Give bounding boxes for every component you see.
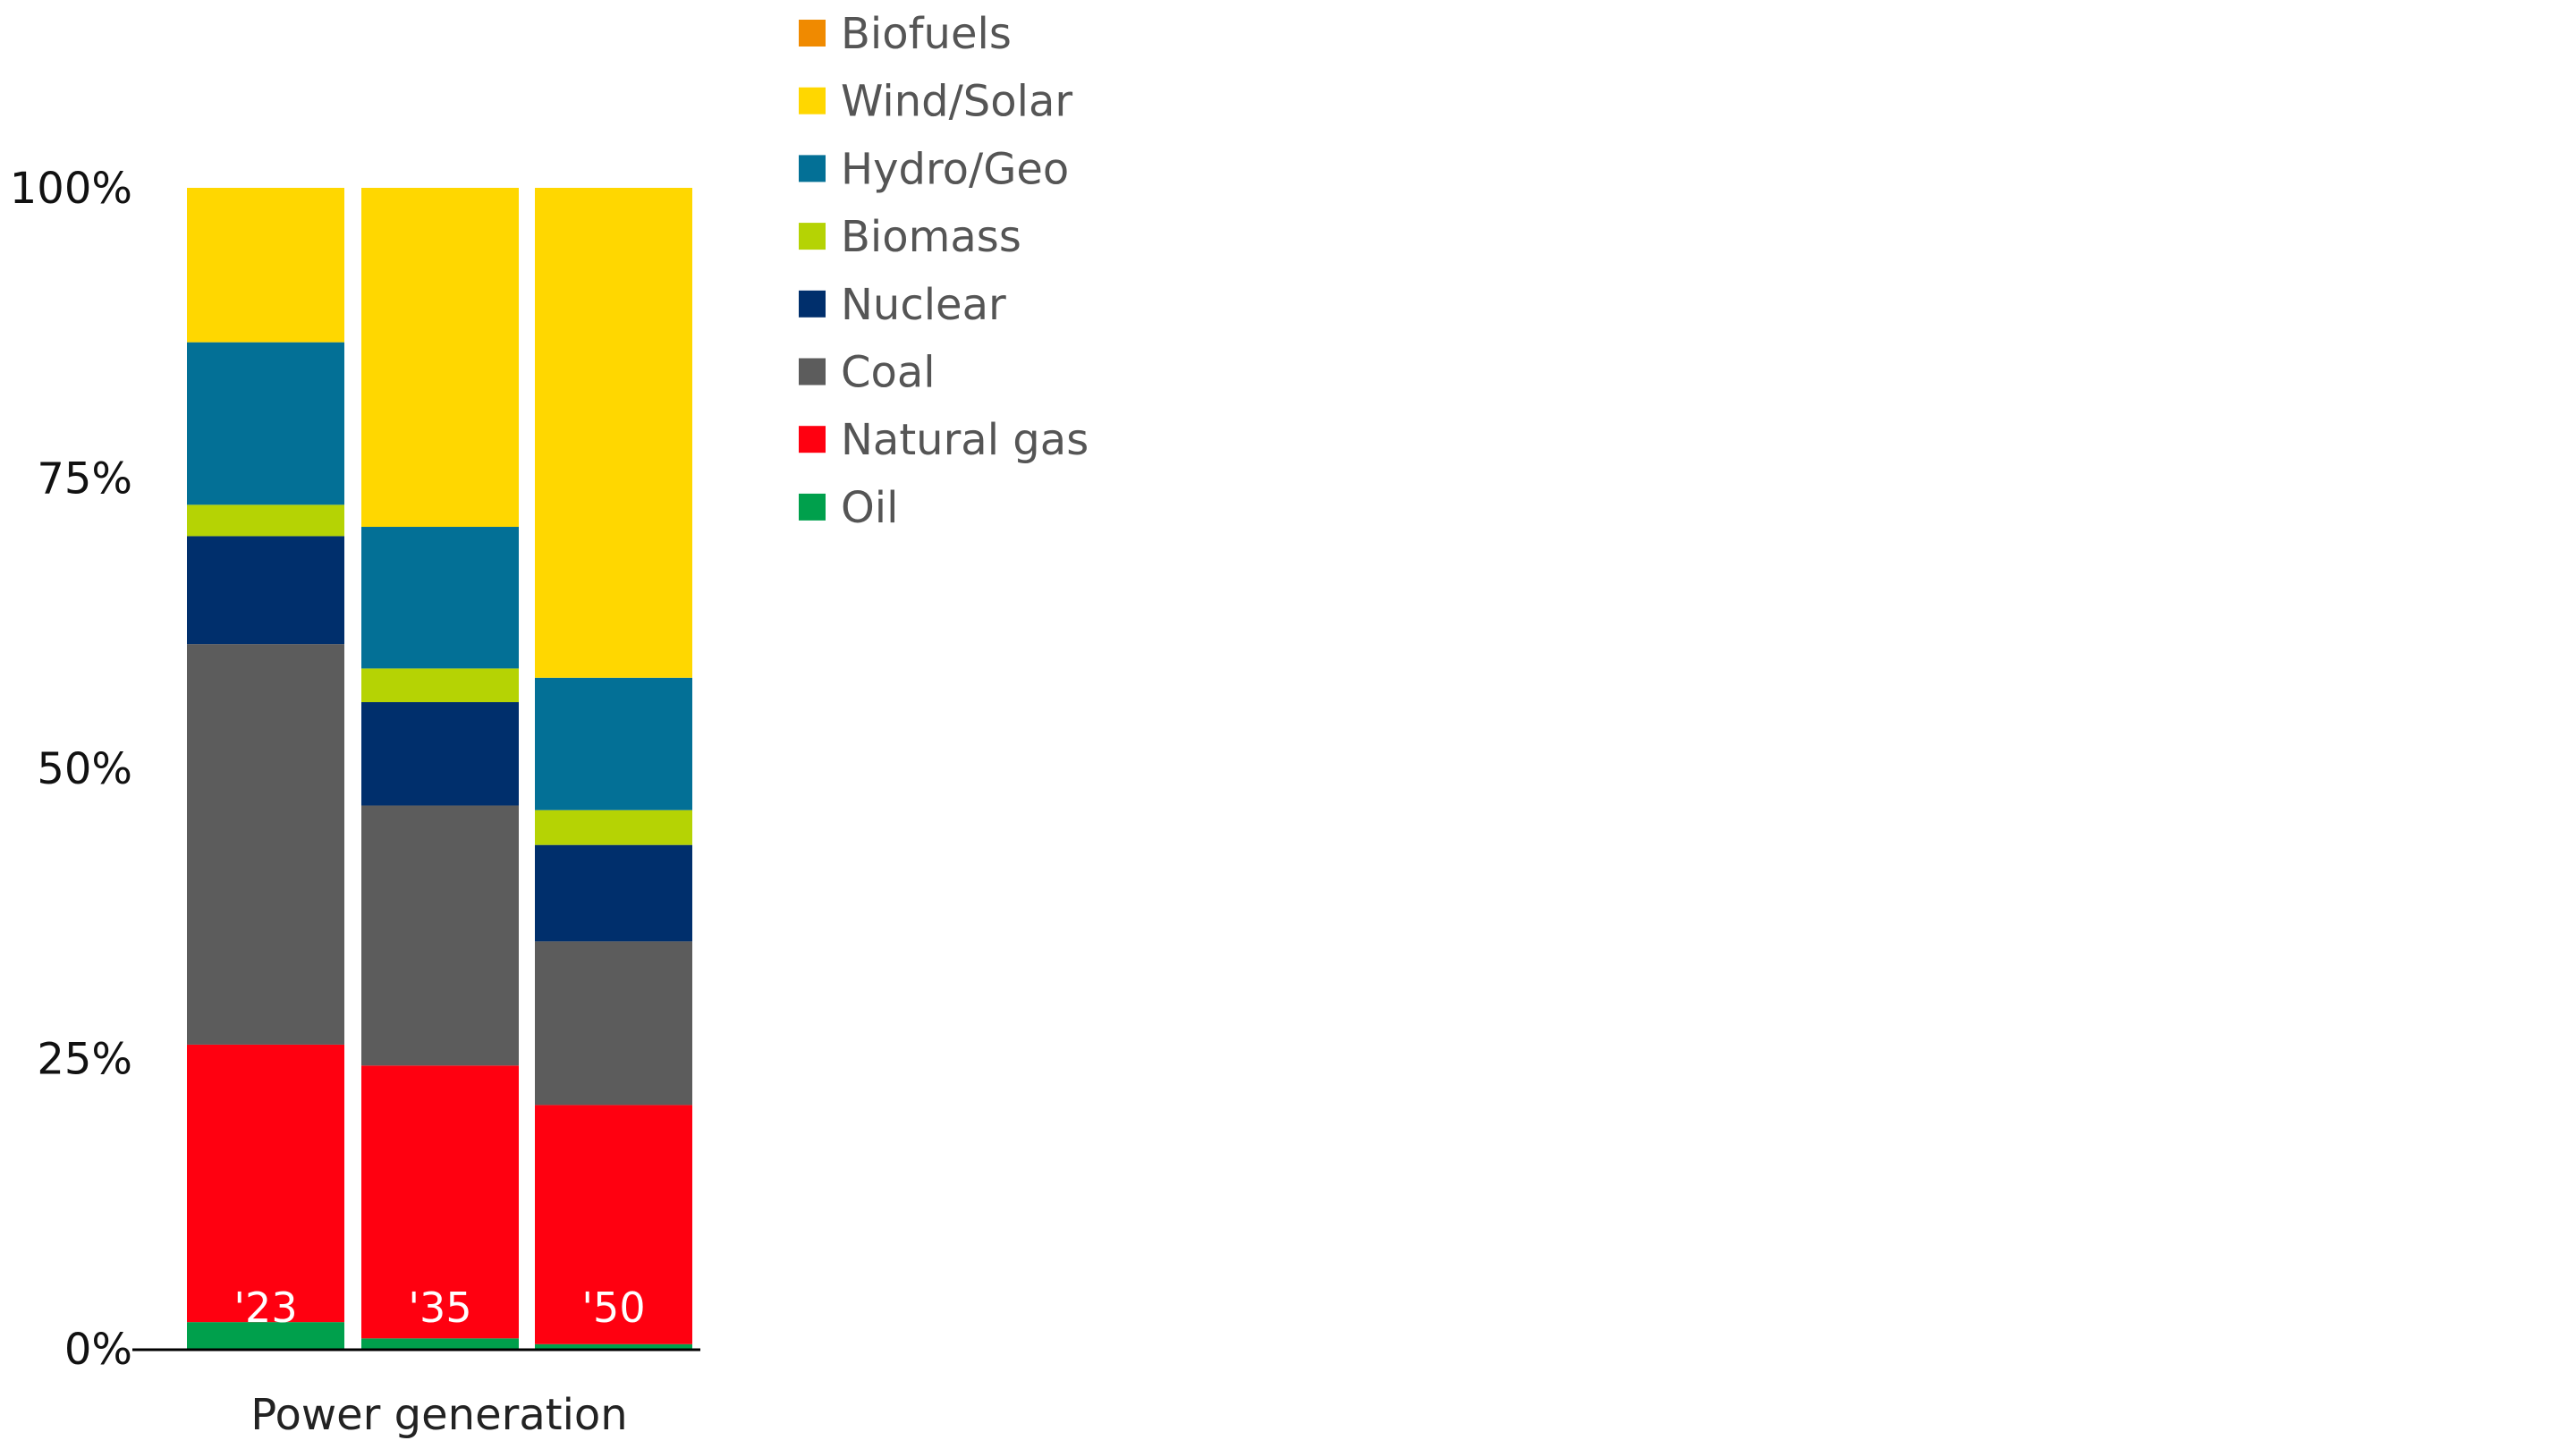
bar-segment-natural-gas-1 <box>361 1065 519 1339</box>
bar-segment-hydro-geo-1 <box>361 527 519 669</box>
category-label: '23 <box>233 1284 297 1332</box>
bar-segment-nuclear-0 <box>187 536 344 645</box>
y-tick-label: 25% <box>37 1035 132 1085</box>
bar-segment-biomass-2 <box>535 809 692 845</box>
legend-label: Biomass <box>841 212 1021 262</box>
bar-segment-oil-2 <box>535 1343 692 1349</box>
legend-swatch <box>799 358 826 386</box>
bar-segment-oil-1 <box>361 1338 519 1349</box>
legend-swatch <box>799 493 826 521</box>
bar-segment-natural-gas-2 <box>535 1105 692 1344</box>
category-labels: '23 '35 '50 <box>233 1284 645 1332</box>
legend-label: Nuclear <box>841 280 1006 330</box>
legend-swatch <box>799 87 826 114</box>
category-label: '35 <box>408 1284 471 1332</box>
category-label: '50 <box>581 1284 645 1332</box>
legend-label: Coal <box>841 348 936 398</box>
y-tick-label: 100% <box>10 164 132 214</box>
bar-segment-natural-gas-0 <box>187 1044 344 1323</box>
y-tick-label: 50% <box>37 744 132 794</box>
legend-swatch <box>799 155 826 182</box>
bar-segment-biomass-1 <box>361 668 519 703</box>
y-tick-label: 0% <box>64 1325 132 1375</box>
bar-segment-wind-solar-2 <box>535 188 692 678</box>
legend-label: Wind/Solar <box>841 77 1072 127</box>
legend-label: Oil <box>841 483 898 533</box>
legend-swatch <box>799 426 826 453</box>
bar-segment-nuclear-2 <box>535 844 692 942</box>
bar-segment-coal-2 <box>535 941 692 1106</box>
bar-segment-biomass-0 <box>187 504 344 537</box>
legend-label: Hydro/Geo <box>841 144 1069 194</box>
bars-group <box>187 188 692 1349</box>
x-axis-label: Power generation <box>250 1390 627 1440</box>
bar-segment-wind-solar-1 <box>361 188 519 528</box>
bar-segment-oil-0 <box>187 1322 344 1349</box>
bar-segment-nuclear-1 <box>361 702 519 806</box>
legend: Biofuels Wind/Solar Hydro/Geo Biomass Nuclea… <box>799 9 1089 533</box>
bar-segment-coal-0 <box>187 644 344 1045</box>
bar-segment-hydro-geo-2 <box>535 677 692 810</box>
legend-swatch <box>799 290 826 318</box>
legend-label: Biofuels <box>841 9 1012 59</box>
bar-segment-wind-solar-0 <box>187 188 344 343</box>
legend-swatch <box>799 223 826 250</box>
bar-segment-coal-1 <box>361 805 519 1066</box>
legend-label: Natural gas <box>841 415 1089 465</box>
legend-swatch <box>799 20 826 47</box>
bar-segment-hydro-geo-0 <box>187 342 344 505</box>
y-tick-label: 75% <box>37 454 132 504</box>
y-axis: 0% 25% 50% 75% 100% <box>10 164 132 1375</box>
